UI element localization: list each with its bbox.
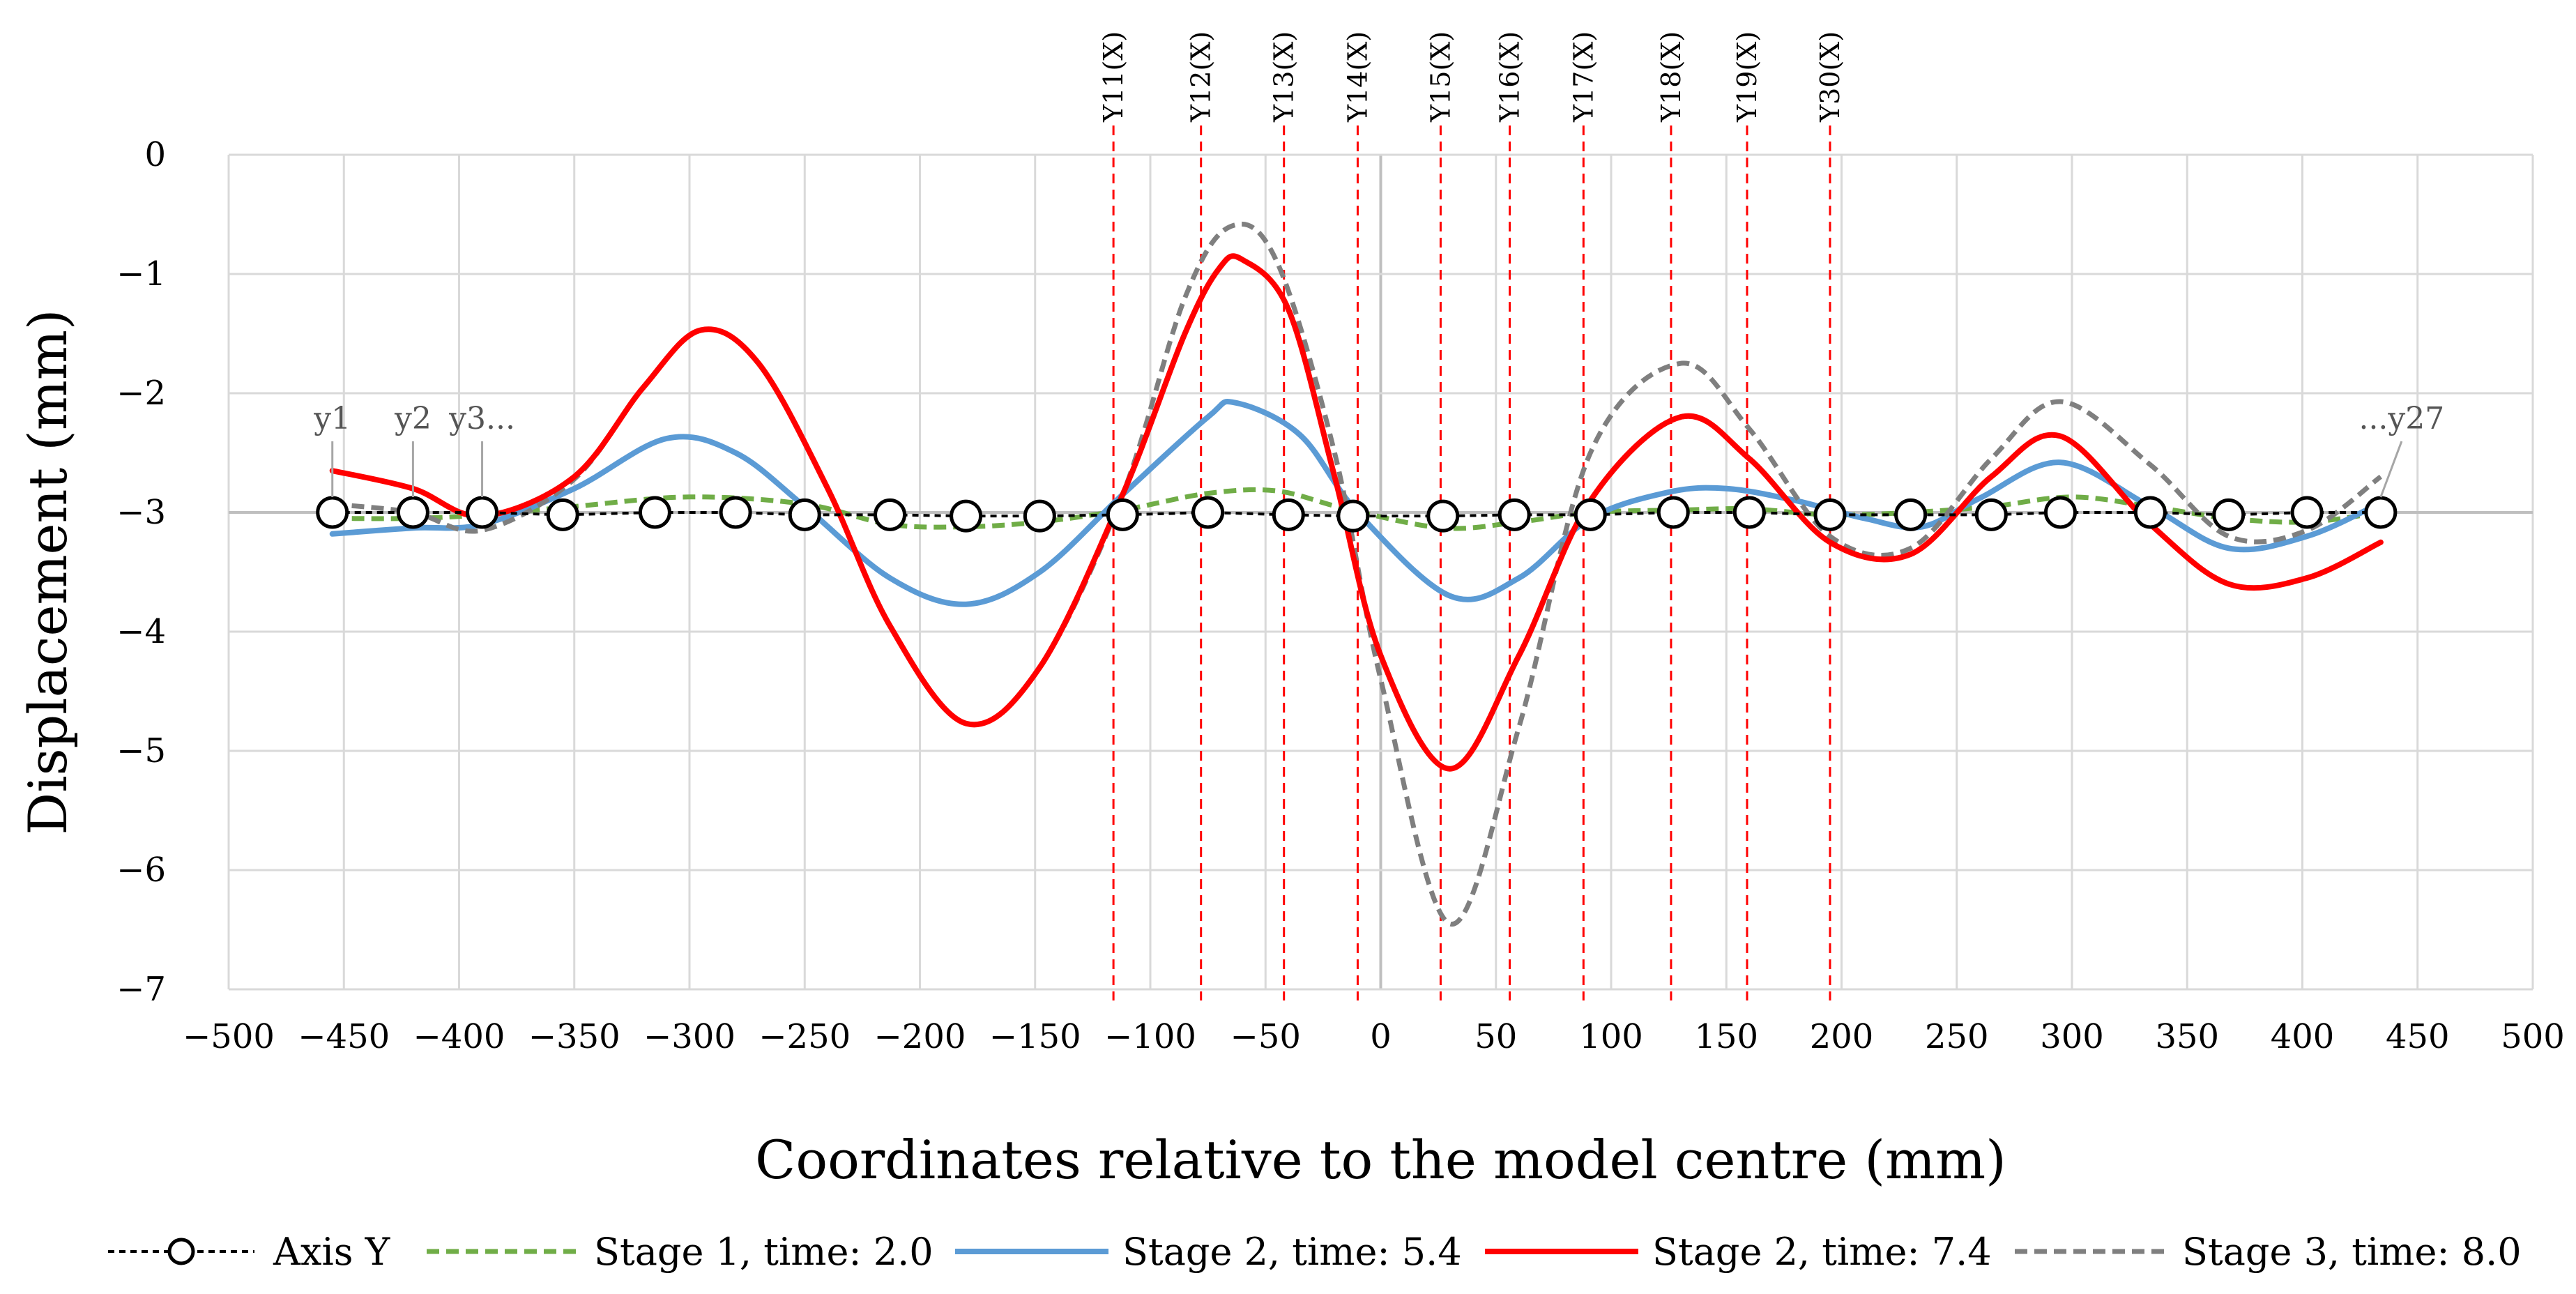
tick-labels: −500 −450 −400 −350 −300 −250 −200 −150 −100 −50 0… xyxy=(116,135,2565,1056)
x-tick-label: −250 xyxy=(759,1017,851,1056)
axis-y-point xyxy=(1813,498,1847,531)
annotation-label: ...y27 xyxy=(2358,401,2444,436)
axis-y-point xyxy=(2364,496,2398,529)
x-tick-label: 0 xyxy=(1370,1017,1392,1056)
legend-item: Stage 2, time: 7.4 xyxy=(1485,1230,1992,1274)
axis-y-point xyxy=(466,496,499,529)
legend: Axis Y Stage 1, time: 2.0 Stage 2, time: 5… xyxy=(108,1230,2522,1274)
axis-y-point xyxy=(874,498,907,531)
marker-label: Y13(X) xyxy=(1269,31,1300,123)
marker-label: Y15(X) xyxy=(1425,31,1456,123)
x-tick-label: 150 xyxy=(1694,1017,1758,1056)
legend-item: Stage 1, time: 2.0 xyxy=(427,1230,933,1274)
x-tick-label: 200 xyxy=(1810,1017,1874,1056)
legend-label: Stage 1, time: 2.0 xyxy=(594,1230,933,1274)
vertical-markers: Y11(X) Y12(X) Y13(X) Y14(X) Y15(X) Y16(X) Y17(… xyxy=(1098,31,1845,1000)
y-tick-label: −3 xyxy=(116,493,166,532)
y-tick-label: −4 xyxy=(116,612,166,651)
x-axis-title: Coordinates relative to the model centre… xyxy=(755,1129,2006,1191)
y-tick-label: 0 xyxy=(144,135,166,174)
x-tick-label: 100 xyxy=(1579,1017,1643,1056)
marker-label: Y30(X) xyxy=(1815,31,1845,123)
axis-y-point xyxy=(1336,499,1370,533)
axis-y-point xyxy=(1497,498,1531,531)
legend-label: Stage 2, time: 7.4 xyxy=(1652,1230,1992,1274)
legend-label: Stage 3, time: 8.0 xyxy=(2182,1230,2522,1274)
axis-y-point xyxy=(719,496,752,529)
series-layer xyxy=(316,222,2398,927)
legend-item: Stage 3, time: 8.0 xyxy=(2015,1230,2522,1274)
axis-y-point xyxy=(1272,498,1305,531)
x-tick-label: −450 xyxy=(298,1017,390,1056)
legend-item: Stage 2, time: 5.4 xyxy=(955,1230,1462,1274)
axis-y-point xyxy=(1894,498,1928,531)
series-axis-y xyxy=(316,496,2398,533)
y-tick-label: −6 xyxy=(116,851,166,890)
y-tick-label: −1 xyxy=(116,254,166,294)
axis-y-point xyxy=(2133,496,2167,529)
x-tick-label: −150 xyxy=(989,1017,1081,1056)
x-tick-label: 450 xyxy=(2386,1017,2450,1056)
axis-y-point xyxy=(950,499,983,533)
marker-label: Y11(X) xyxy=(1098,31,1129,123)
x-tick-label: −50 xyxy=(1230,1017,1301,1056)
y-axis-title: Displacement (mm) xyxy=(17,309,79,835)
x-tick-label: −350 xyxy=(528,1017,620,1056)
axis-y-point xyxy=(1974,498,2008,531)
axis-y-point xyxy=(1426,499,1460,533)
axis-y-point xyxy=(788,498,821,531)
axis-y-point xyxy=(638,496,671,529)
marker-label: Y12(X) xyxy=(1186,31,1217,123)
legend-item: Axis Y xyxy=(108,1230,391,1274)
annotation-leader xyxy=(2379,441,2403,498)
legend-label: Stage 2, time: 5.4 xyxy=(1122,1230,1462,1274)
x-tick-label: 350 xyxy=(2155,1017,2219,1056)
x-tick-label: −400 xyxy=(413,1017,505,1056)
legend-swatch-marker xyxy=(167,1238,195,1265)
annotation-label: y2 xyxy=(394,401,432,436)
axis-y-point xyxy=(1106,498,1139,531)
annotation-label: y1 xyxy=(313,401,351,436)
y-tick-label: −2 xyxy=(116,374,166,413)
point-annotations: y1 y2 y3... ...y27 xyxy=(313,401,2444,498)
axis-y-point xyxy=(1023,499,1056,533)
axis-y-point xyxy=(2290,496,2324,529)
annotation-label: y3... xyxy=(448,401,515,436)
x-tick-label: −200 xyxy=(874,1017,966,1056)
x-tick-label: −100 xyxy=(1104,1017,1196,1056)
axis-y-point xyxy=(2043,496,2077,529)
marker-label: Y14(X) xyxy=(1342,31,1373,123)
axis-y-point xyxy=(1732,496,1766,529)
axis-y-point xyxy=(1656,496,1690,529)
y-tick-label: −7 xyxy=(116,970,166,1009)
x-tick-label: 250 xyxy=(1925,1017,1989,1056)
x-tick-label: 500 xyxy=(2501,1017,2565,1056)
x-tick-label: 300 xyxy=(2040,1017,2104,1056)
marker-label: Y16(X) xyxy=(1495,31,1525,123)
x-tick-label: −500 xyxy=(183,1017,275,1056)
axis-y-point xyxy=(316,496,349,529)
series-line-3 xyxy=(329,253,2384,772)
axis-y-point xyxy=(1191,496,1225,529)
axis-y-point xyxy=(546,498,579,531)
axis-y-point xyxy=(1573,498,1607,531)
x-tick-label: −300 xyxy=(643,1017,736,1056)
legend-label: Axis Y xyxy=(273,1230,391,1274)
grid xyxy=(227,153,2534,991)
x-tick-label: 50 xyxy=(1474,1017,1517,1056)
marker-label: Y19(X) xyxy=(1732,31,1762,123)
axis-y-point xyxy=(396,496,429,529)
series-line-1 xyxy=(332,487,2381,531)
marker-label: Y18(X) xyxy=(1656,31,1686,123)
y-tick-label: −5 xyxy=(116,731,166,770)
x-tick-label: 400 xyxy=(2271,1017,2335,1056)
marker-label: Y17(X) xyxy=(1568,31,1599,123)
axis-y-point xyxy=(2212,498,2246,531)
